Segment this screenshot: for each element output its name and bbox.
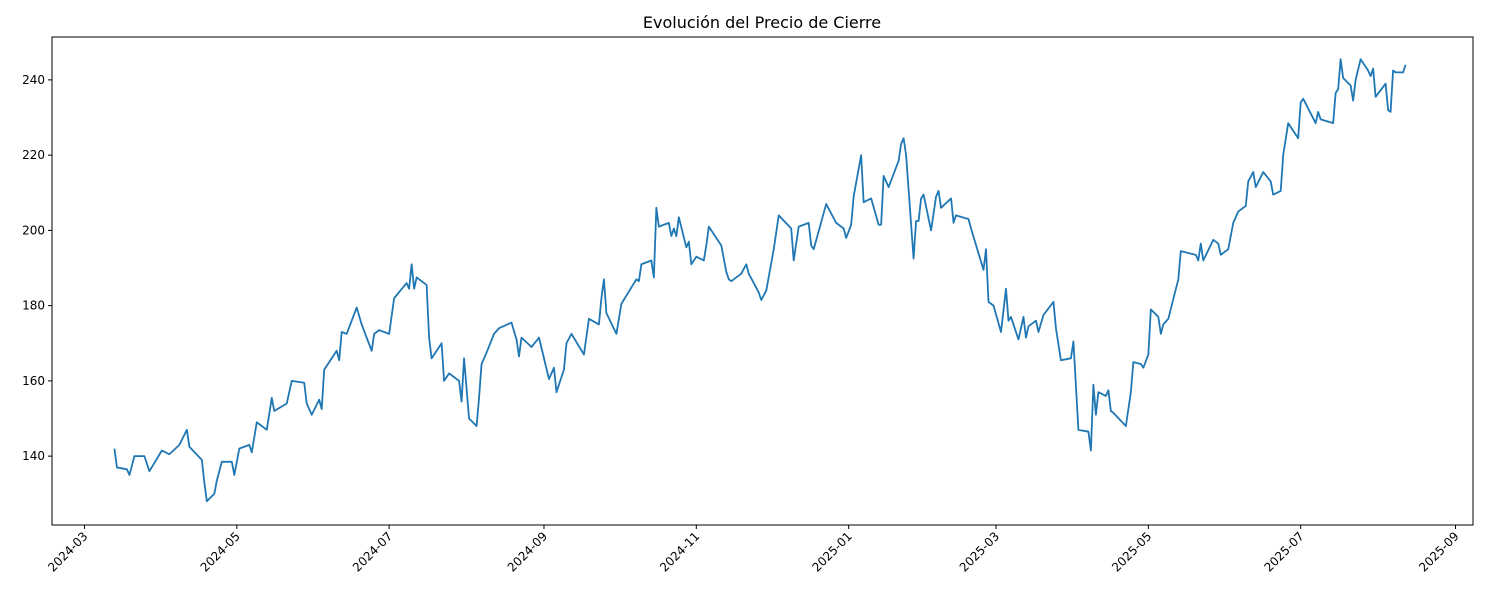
- y-tick-label: 220: [22, 148, 45, 162]
- x-tick-label: 2024-09: [505, 529, 550, 574]
- x-tick-label: 2025-05: [1109, 529, 1154, 574]
- x-tick-label: 2024-11: [657, 529, 702, 574]
- chart-title: Evolución del Precio de Cierre: [643, 13, 881, 32]
- y-tick-label: 240: [22, 73, 45, 87]
- plot-frame: [51, 36, 1474, 526]
- x-tick-label: 2025-01: [809, 529, 854, 574]
- x-tick-label: 2024-07: [350, 529, 395, 574]
- y-tick-label: 160: [22, 374, 45, 388]
- y-tick-label: 140: [22, 449, 45, 463]
- y-tick-label: 200: [22, 223, 45, 237]
- x-tick-label: 2025-03: [957, 529, 1002, 574]
- x-tick-label: 2024-03: [45, 529, 90, 574]
- price-line: [113, 58, 1407, 503]
- x-tick-label: 2024-05: [198, 529, 243, 574]
- x-tick-label: 2025-07: [1261, 529, 1306, 574]
- x-tick-label: 2025-09: [1416, 529, 1461, 574]
- y-tick-label: 180: [22, 299, 45, 313]
